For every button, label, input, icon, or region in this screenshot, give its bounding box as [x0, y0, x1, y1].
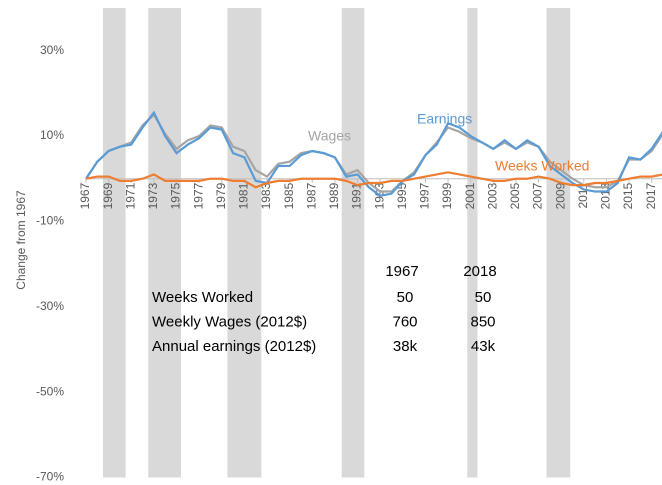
series-label: Earnings — [417, 111, 472, 127]
y-axis-label: Change from 1967 — [14, 190, 28, 290]
x-tick-label: 1975 — [169, 182, 183, 209]
x-tick-label: 1981 — [237, 182, 251, 209]
x-tick-label: 2001 — [463, 182, 477, 209]
y-tick-label: -70% — [36, 470, 64, 484]
x-tick-label: 1977 — [191, 182, 205, 209]
table-cell: 850 — [470, 313, 495, 330]
table-cell: 760 — [392, 313, 417, 330]
table-header: 1967 — [385, 263, 418, 280]
recession-band — [467, 8, 478, 478]
series-line — [85, 110, 662, 197]
x-tick-label: 2005 — [508, 182, 522, 209]
table-cell: 50 — [475, 289, 492, 306]
x-tick-label: 1971 — [123, 182, 137, 209]
x-tick-label: 1969 — [101, 182, 115, 209]
series-label: Weeks Worked — [495, 158, 589, 174]
recession-band — [148, 8, 182, 478]
recession-band — [546, 8, 571, 478]
series-line — [85, 171, 662, 189]
x-tick-label: 1979 — [214, 182, 228, 209]
y-tick-label: -50% — [36, 384, 64, 398]
x-tick-label: 2007 — [531, 182, 545, 209]
recession-band — [341, 8, 365, 478]
x-tick-label: 2017 — [644, 182, 658, 209]
y-tick-label: 30% — [40, 43, 64, 57]
recession-band — [227, 8, 262, 478]
table-cell: 43k — [471, 338, 496, 355]
x-tick-label: 1973 — [146, 182, 160, 209]
x-tick-label: 1985 — [282, 182, 296, 209]
x-tick-label: 2003 — [485, 182, 499, 209]
x-tick-label: 1995 — [395, 182, 409, 209]
y-tick-label: -10% — [36, 214, 64, 228]
table-cell: 38k — [393, 338, 418, 355]
x-tick-label: 1997 — [418, 182, 432, 209]
table-header: 2018 — [463, 263, 496, 280]
x-tick-label: 2009 — [553, 182, 567, 209]
x-tick-label: 2015 — [621, 182, 635, 209]
x-tick-label: 1983 — [259, 182, 273, 209]
x-tick-label: 1989 — [327, 182, 341, 209]
series-label: Wages — [308, 128, 351, 144]
table-row-label: Weekly Wages (2012$) — [152, 313, 307, 330]
x-tick-label: 1999 — [440, 182, 454, 209]
recession-band — [102, 8, 126, 478]
table-row-label: Weeks Worked — [152, 289, 253, 306]
x-tick-label: 1991 — [350, 182, 364, 209]
x-tick-label: 1967 — [78, 182, 92, 209]
table-cell: 50 — [397, 289, 414, 306]
y-tick-label: -30% — [36, 299, 64, 313]
series-line — [85, 112, 662, 193]
table-row-label: Annual earnings (2012$) — [152, 338, 316, 355]
y-tick-label: 10% — [40, 128, 64, 142]
x-tick-label: 1987 — [304, 182, 318, 209]
